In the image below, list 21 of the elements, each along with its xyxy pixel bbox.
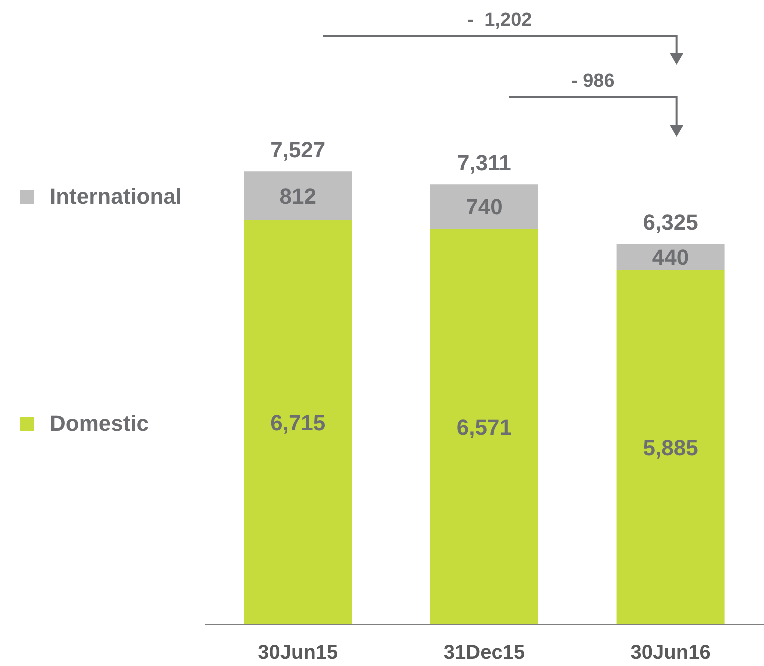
total-label: 7,311 (458, 150, 512, 176)
data-label: 740 (466, 194, 503, 220)
bar (244, 172, 352, 221)
data-label: 440 (652, 245, 690, 270)
bar (616, 270, 725, 625)
text: - 986 (572, 71, 615, 92)
data-label: 5,885 (643, 436, 698, 461)
legend-label: International (50, 184, 182, 210)
x-tick-label: 30Jun16 (630, 642, 711, 664)
x-tick-label: 30Jun15 (258, 642, 338, 664)
x-tick-label: 31Dec15 (444, 642, 526, 664)
bar (430, 184, 538, 230)
total-label: 6,325 (643, 210, 698, 236)
legend-label: Domestic (50, 410, 150, 437)
bar (430, 229, 538, 625)
data-label: 6,571 (456, 414, 512, 440)
bar (244, 220, 352, 625)
total-label: 7,527 (270, 138, 326, 163)
text: - 1,202 (468, 10, 532, 31)
data-label: 6,715 (270, 410, 326, 436)
data-label: 812 (280, 184, 316, 209)
